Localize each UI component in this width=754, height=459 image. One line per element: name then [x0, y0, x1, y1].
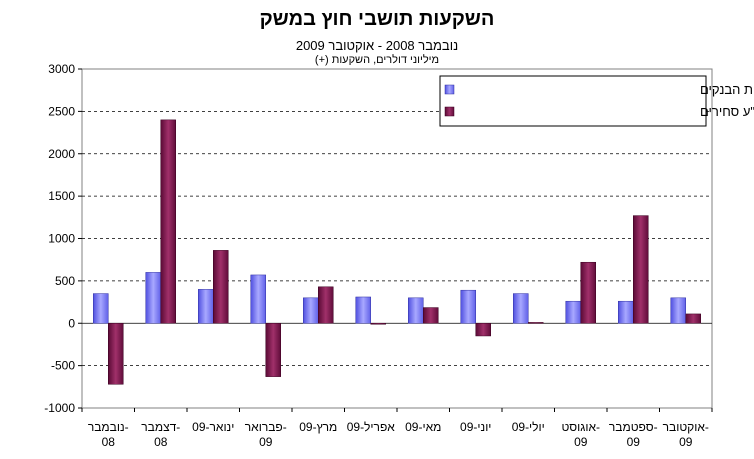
bar-series-1: [408, 297, 424, 324]
bar-series-2: [528, 322, 544, 324]
bar-series-1: [565, 300, 581, 324]
y-tick-label: 2000: [48, 147, 75, 161]
legend-label-1: השקעות ישירות בישראל באמצעות הבנקים: [700, 82, 754, 97]
bar-series-1: [460, 289, 476, 324]
y-tick-label: 1000: [48, 232, 75, 246]
bar-series-2: [213, 250, 229, 324]
x-tick-label: ספטמבר-: [609, 420, 658, 434]
x-tick-label: אפריל-09: [347, 420, 396, 434]
y-tick-label: 0: [68, 316, 75, 330]
bar-series-2: [108, 323, 124, 385]
legend-label-2: השקעות פיננסיות בני"ע סחירים: [700, 104, 754, 119]
bar-series-1: [670, 297, 686, 324]
x-tick-label: מרץ-09: [299, 420, 337, 434]
bar-series-2: [370, 323, 386, 325]
chart-subtitle: נובמבר 2008 - אוקטובר 2009: [295, 38, 459, 53]
y-tick-label: 1500: [48, 189, 75, 203]
legend: [439, 75, 707, 127]
x-tick-label: מאי-09: [405, 420, 441, 434]
bar-series-2: [580, 261, 596, 324]
x-tick-label: פברואר-: [245, 420, 287, 434]
x-tick-label: יוני-09: [460, 420, 491, 434]
chart-title: השקעות תושבי חוץ במשק: [259, 8, 495, 30]
y-tick-label: 3000: [48, 62, 75, 76]
x-tick-label: 09: [627, 435, 641, 449]
legend-swatch-1: [444, 84, 455, 95]
x-tick-label: אוגוסט-: [561, 420, 600, 434]
bar-series-2: [265, 323, 281, 377]
bar-series-2: [318, 286, 334, 324]
y-tick-label: 500: [55, 274, 75, 288]
x-tick-label: אוקטובר-: [663, 420, 709, 434]
bar-series-1: [250, 274, 266, 324]
bar-series-2: [423, 307, 439, 324]
x-tick-label: נובמבר-: [88, 420, 129, 434]
x-tick-label: 09: [679, 435, 693, 449]
bar-series-1: [618, 300, 634, 324]
bar-series-2: [160, 119, 176, 324]
bar-series-2: [633, 215, 649, 324]
bar-series-1: [303, 297, 319, 324]
y-tick-label: -1000: [44, 401, 75, 415]
x-tick-label: 09: [574, 435, 588, 449]
x-tick-label: יולי-09: [512, 420, 545, 434]
x-tick-label: ינואר-09: [192, 420, 234, 434]
bar-series-1: [355, 296, 371, 324]
bar-series-1: [513, 293, 529, 324]
x-tick-label: דצמבר-: [141, 420, 180, 434]
x-tick-label: 09: [259, 435, 273, 449]
bar-series-2: [475, 323, 491, 337]
y-tick-label: -500: [51, 359, 75, 373]
legend-swatch-2: [444, 106, 455, 117]
chart-units: מיליוני דולרים, השקעות (+): [314, 54, 440, 66]
bar-series-1: [145, 272, 161, 324]
bar-series-1: [198, 289, 214, 324]
x-tick-label: 08: [154, 435, 168, 449]
x-tick-label: 08: [102, 435, 116, 449]
bar-series-1: [93, 293, 109, 324]
bar-series-2: [685, 313, 701, 324]
y-tick-label: 2500: [48, 104, 75, 118]
